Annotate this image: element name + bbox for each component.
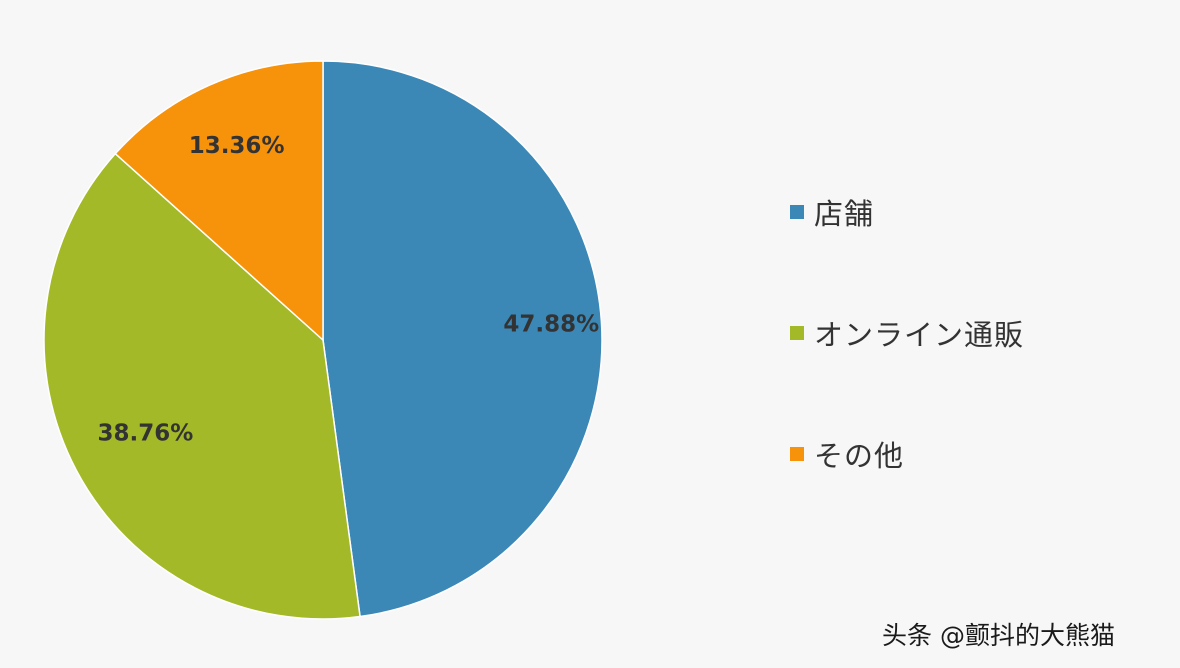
legend-label: その他 [814, 439, 905, 473]
legend-item-online: オンライン通販 [790, 309, 1150, 357]
legend-item-store: 店舗 [790, 188, 1150, 236]
legend-swatch-online [790, 326, 804, 340]
pie-slice-online [43, 152, 361, 620]
pie-data-labels: 47.88% 38.76% 13.36% [98, 133, 600, 447]
pie-slices [43, 60, 603, 620]
data-label-store: 47.88% [503, 311, 599, 337]
watermark: 头条 @颤抖的大熊猫 [882, 621, 1115, 650]
legend-swatch-store [790, 205, 804, 219]
legend-item-other: その他 [790, 430, 1150, 478]
legend-label: 店舗 [814, 197, 875, 231]
data-label-other: 13.36% [189, 133, 285, 159]
pie-slice-other [114, 60, 324, 342]
data-label-online: 38.76% [98, 420, 194, 446]
legend-swatch-other [790, 447, 804, 461]
legend: 店舗 オンライン通販 その他 [790, 188, 1150, 478]
legend-label: オンライン通販 [814, 318, 1025, 352]
pie-slice-store [322, 60, 603, 618]
